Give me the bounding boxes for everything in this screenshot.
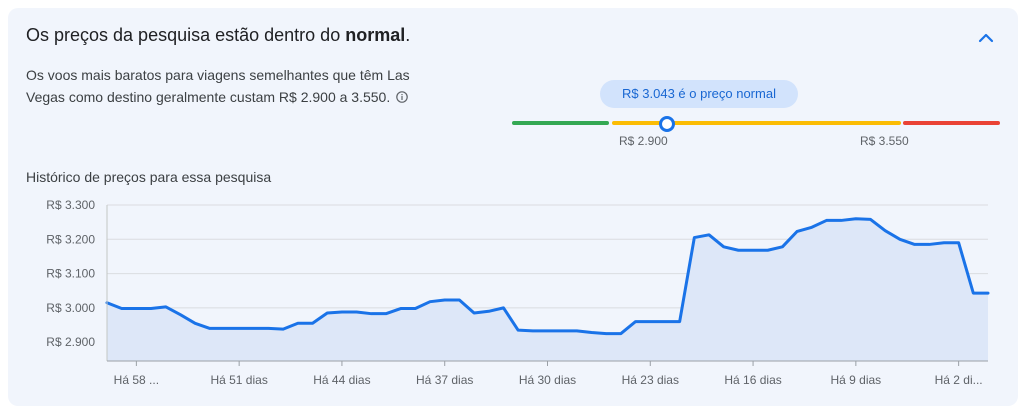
range-high-label: R$ 3.550 [860,134,909,148]
current-price-badge: R$ 3.043 é o preço normal [600,80,798,108]
x-tick-label: Há 2 di... [935,373,983,387]
title-suffix: . [405,25,411,45]
x-tick-label: Há 30 dias [519,373,576,387]
price-series-line [105,217,990,336]
price-area-fill [107,218,988,361]
typical-price-segment [612,121,901,125]
price-range-indicator: R$ 3.043 é o preço normal R$ 2.900 R$ 3.… [512,80,1002,150]
info-icon[interactable] [396,87,408,103]
range-low-label: R$ 2.900 [619,134,668,148]
collapse-button[interactable] [975,27,997,49]
y-tick-label: R$ 3.000 [46,301,95,315]
price-description: Os voos mais baratos para viagens semelh… [26,64,416,108]
y-tick-label: R$ 2.900 [46,335,95,349]
x-tick-label: Há 23 dias [622,373,679,387]
title-emphasis: normal [345,25,406,45]
title-prefix: Os preços da pesquisa estão dentro do [26,25,346,45]
chevron-up-icon [978,33,994,43]
y-tick-label: R$ 3.200 [46,232,95,246]
y-tick-label: R$ 3.300 [46,198,95,212]
price-history-title: Histórico de preços para essa pesquisa [26,169,272,185]
current-price-marker [659,116,675,132]
x-tick-label: Há 44 dias [313,373,370,387]
x-tick-label: Há 58 ... [114,373,159,387]
x-tick-label: Há 37 dias [416,373,473,387]
page-title: Os preços da pesquisa estão dentro do no… [26,25,410,46]
low-price-segment [512,121,609,125]
x-tick-label: Há 51 dias [210,373,267,387]
high-price-segment [903,121,1000,125]
x-tick-label: Há 16 dias [724,373,781,387]
description-text: Os voos mais baratos para viagens semelh… [26,67,410,105]
x-tick-label: Há 9 dias [830,373,881,387]
y-tick-label: R$ 3.100 [46,267,95,281]
